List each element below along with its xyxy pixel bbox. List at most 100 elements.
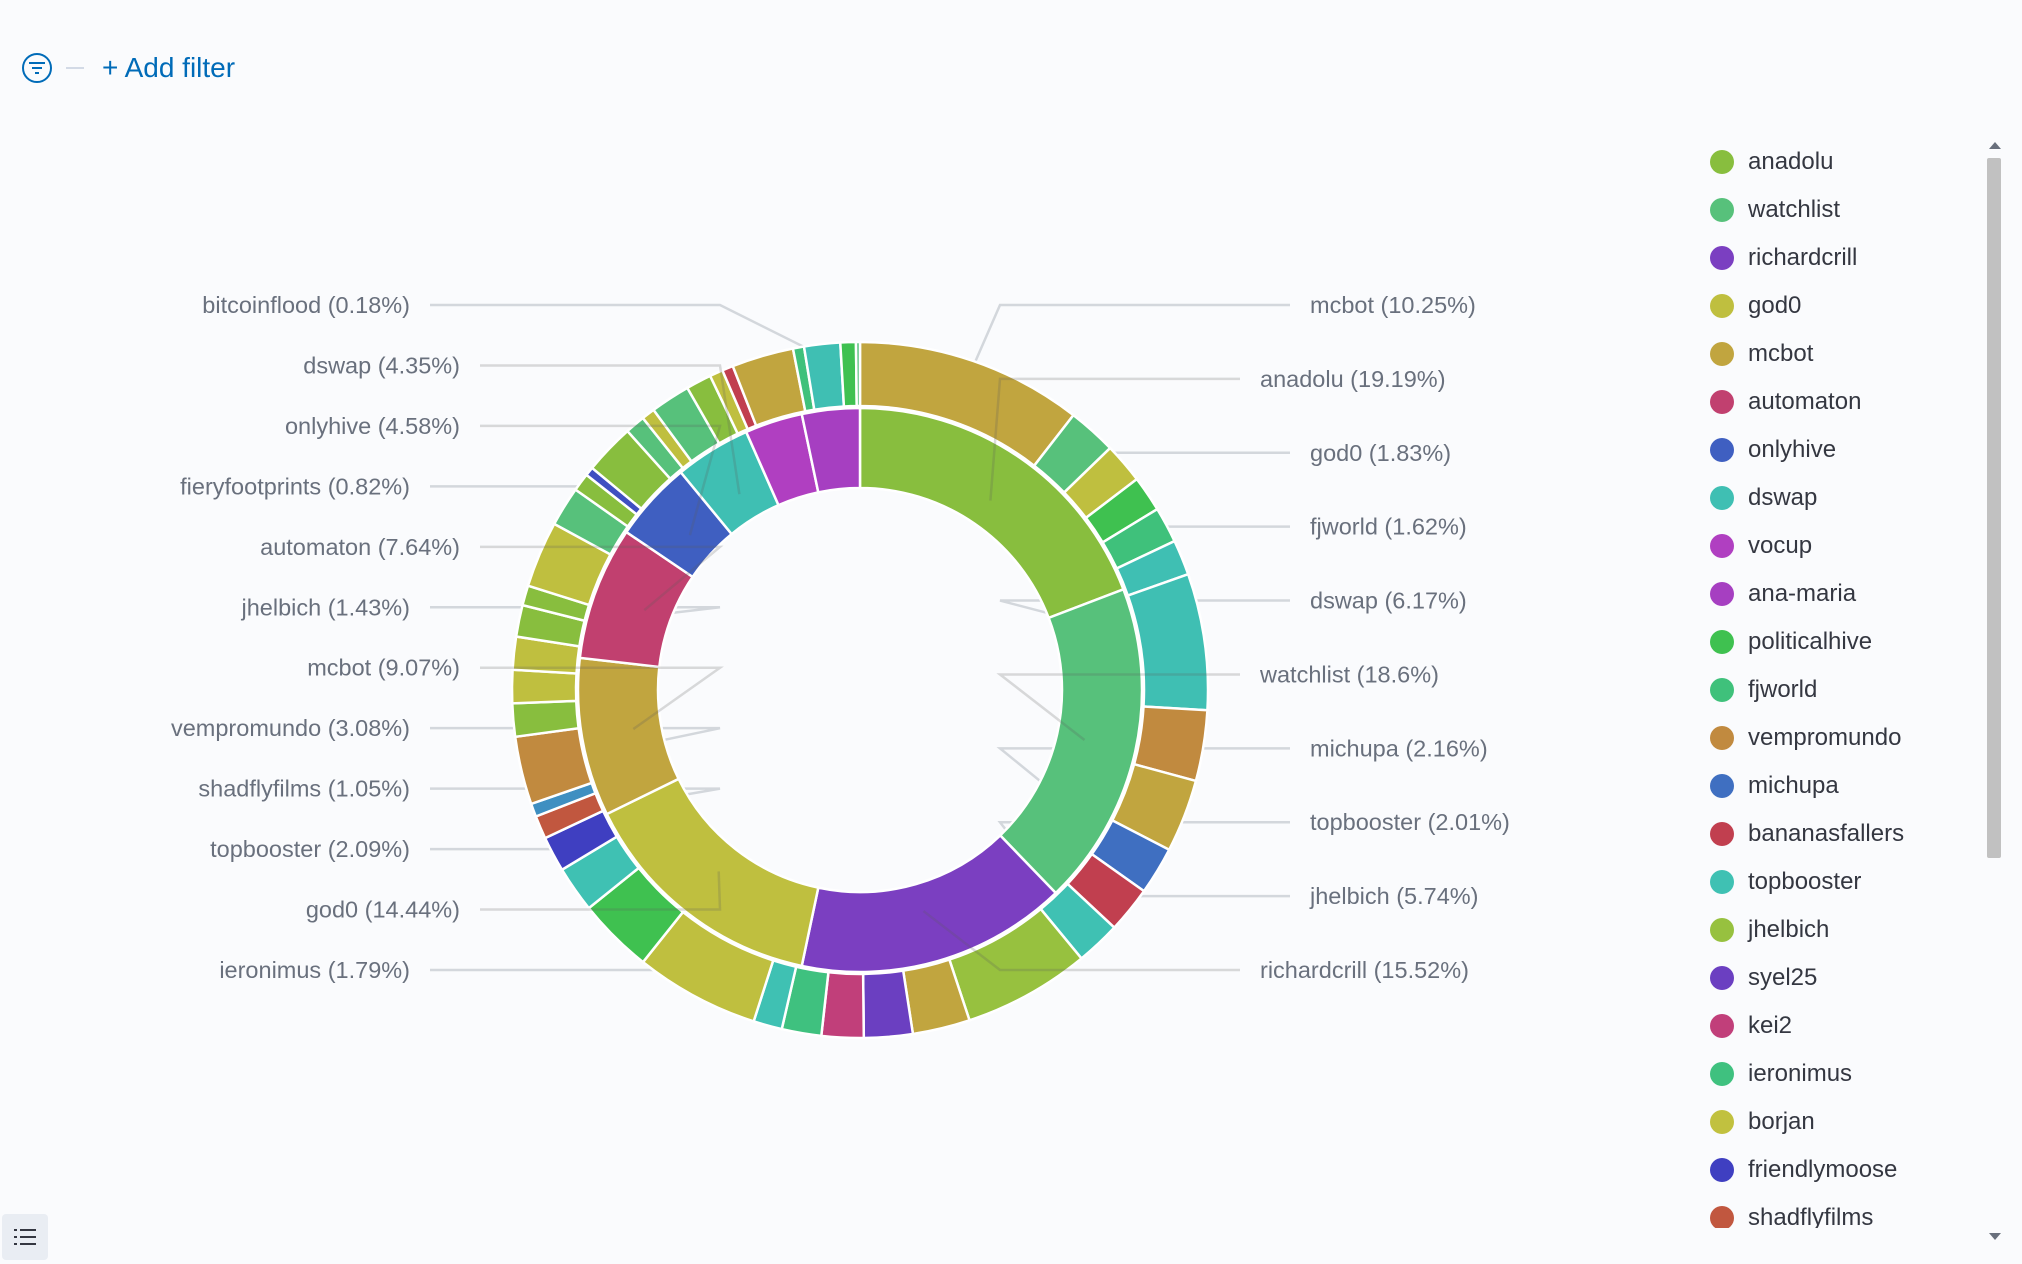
- chart-legend: anadolu watchlist richardcrill god0 mcbot aut…: [1710, 138, 1980, 1228]
- legend-item-automaton[interactable]: automaton: [1710, 378, 1980, 426]
- outer-ring: [510, 340, 1210, 1040]
- leader-line: [480, 424, 722, 536]
- legend-item-dswap[interactable]: dswap: [1710, 474, 1980, 522]
- legend-item-vempromundo[interactable]: vempromundo: [1710, 714, 1980, 762]
- slice-label: bitcoinflood (0.18%): [202, 292, 410, 318]
- inner-slice-ana-maria[interactable]: [800, 406, 862, 494]
- legend-label: friendlymoose: [1748, 1156, 1898, 1183]
- legend-label: mcbot: [1748, 340, 1814, 367]
- legend-label: automaton: [1748, 388, 1862, 415]
- legend-item-fjworld[interactable]: fjworld: [1710, 666, 1980, 714]
- legend-item-friendlymoose[interactable]: friendlymoose: [1710, 1146, 1980, 1194]
- slice-label: fieryfootprints (0.82%): [180, 473, 410, 499]
- leader-line: [996, 673, 1240, 742]
- legend-label: ieronimus: [1748, 1060, 1853, 1087]
- slice-label: richardcrill (15.52%): [1260, 957, 1469, 983]
- legend-color-dot: [1710, 582, 1734, 606]
- slice-labels: mcbot (10.25%) anadolu (19.19%) god0 (1.83…: [171, 292, 1510, 983]
- scroll-up-icon[interactable]: [1989, 142, 2001, 149]
- nested-donut-chart: mcbot (10.25%) anadolu (19.19%) god0 (1.83…: [171, 292, 1510, 1040]
- slice-label: dswap (6.17%): [1310, 588, 1467, 614]
- legend-item-kei2[interactable]: kei2: [1710, 1002, 1980, 1050]
- legend-color-dot: [1710, 678, 1734, 702]
- legend-color-dot: [1710, 726, 1734, 750]
- legend-color-dot: [1710, 1062, 1734, 1086]
- legend-item-politicalhive[interactable]: politicalhive: [1710, 618, 1980, 666]
- legend-color-dot: [1710, 774, 1734, 798]
- legend-item-bananasfallers[interactable]: bananasfallers: [1710, 810, 1980, 858]
- slice-label: topbooster (2.09%): [210, 836, 410, 862]
- legend-item-god0[interactable]: god0: [1710, 282, 1980, 330]
- slice-label: god0 (1.83%): [1310, 440, 1451, 466]
- legend-toggle-button[interactable]: [2, 1214, 48, 1260]
- filter-lines-icon: [29, 62, 45, 74]
- legend-label: god0: [1748, 292, 1802, 319]
- legend-label: jhelbich: [1748, 916, 1830, 943]
- legend-label: politicalhive: [1748, 628, 1873, 655]
- legend-label: syel25: [1748, 964, 1818, 991]
- legend-color-dot: [1710, 198, 1734, 222]
- legend-item-jhelbich[interactable]: jhelbich: [1710, 906, 1980, 954]
- legend-color-dot: [1710, 534, 1734, 558]
- slice-label: ieronimus (1.79%): [219, 957, 410, 983]
- legend-scrollbar[interactable]: [1985, 140, 2003, 1240]
- legend-item-mcbot[interactable]: mcbot: [1710, 330, 1980, 378]
- legend-label: ana-maria: [1748, 580, 1857, 607]
- slice-label: jhelbich (1.43%): [240, 594, 410, 620]
- slice-label: anadolu (19.19%): [1260, 366, 1446, 392]
- legend-item-ana-maria[interactable]: ana-maria: [1710, 570, 1980, 618]
- legend-item-vocup[interactable]: vocup: [1710, 522, 1980, 570]
- legend-item-ieronimus[interactable]: ieronimus: [1710, 1050, 1980, 1098]
- legend-color-dot: [1710, 918, 1734, 942]
- outer-slice-syel25[interactable]: [861, 969, 915, 1040]
- legend-item-michupa[interactable]: michupa: [1710, 762, 1980, 810]
- slice-label: jhelbich (5.74%): [1309, 883, 1479, 909]
- leader-line: [480, 364, 741, 495]
- inner-ring: [576, 406, 1144, 974]
- scroll-down-icon[interactable]: [1989, 1233, 2001, 1240]
- legend-label: borjan: [1748, 1108, 1815, 1135]
- filter-separator: [66, 67, 84, 69]
- legend-label: fjworld: [1748, 676, 1818, 703]
- legend-label: watchlist: [1748, 196, 1841, 223]
- legend-item-onlyhive[interactable]: onlyhive: [1710, 426, 1980, 474]
- leader-line: [989, 377, 1240, 501]
- legend-label: shadflyfilms: [1748, 1204, 1874, 1228]
- slice-label: fjworld (1.62%): [1310, 514, 1467, 540]
- leader-line: [480, 871, 722, 911]
- slice-label: automaton (7.64%): [260, 534, 460, 560]
- legend-label: vempromundo: [1748, 724, 1902, 751]
- legend-item-topbooster[interactable]: topbooster: [1710, 858, 1980, 906]
- legend-item-syel25[interactable]: syel25: [1710, 954, 1980, 1002]
- slice-label: watchlist (18.6%): [1259, 661, 1439, 687]
- legend-item-anadolu[interactable]: anadolu: [1710, 138, 1980, 186]
- legend-item-richardcrill[interactable]: richardcrill: [1710, 234, 1980, 282]
- legend-color-dot: [1710, 630, 1734, 654]
- outer-slice-watchlist[interactable]: [854, 340, 862, 408]
- legend-color-dot: [1710, 438, 1734, 462]
- legend-item-watchlist[interactable]: watchlist: [1710, 186, 1980, 234]
- slice-label: topbooster (2.01%): [1310, 809, 1510, 835]
- legend-label: michupa: [1748, 772, 1839, 799]
- legend-label: kei2: [1748, 1012, 1793, 1039]
- legend-color-dot: [1710, 1014, 1734, 1038]
- slice-label: michupa (2.16%): [1310, 735, 1488, 761]
- legend-color-dot: [1710, 150, 1734, 174]
- slice-label: shadflyfilms (1.05%): [198, 776, 410, 802]
- outer-slice-god0[interactable]: [510, 668, 578, 705]
- legend-label: vocup: [1748, 532, 1813, 559]
- legend-color-dot: [1710, 1110, 1734, 1134]
- legend-color-dot: [1710, 246, 1734, 270]
- legend-color-dot: [1710, 1158, 1734, 1182]
- add-filter-button[interactable]: + Add filter: [102, 52, 236, 83]
- legend-item-borjan[interactable]: borjan: [1710, 1098, 1980, 1146]
- legend-color-dot: [1710, 390, 1734, 414]
- outer-slice-politicalhive[interactable]: [838, 340, 858, 408]
- legend-label: onlyhive: [1748, 436, 1837, 463]
- legend-item-shadflyfilms[interactable]: shadflyfilms: [1710, 1194, 1980, 1228]
- filter-menu-icon[interactable]: [22, 53, 52, 83]
- filter-bar: + Add filter: [22, 52, 235, 84]
- leader-line: [480, 545, 724, 612]
- scroll-thumb[interactable]: [1987, 158, 2001, 858]
- leader-line: [480, 666, 724, 731]
